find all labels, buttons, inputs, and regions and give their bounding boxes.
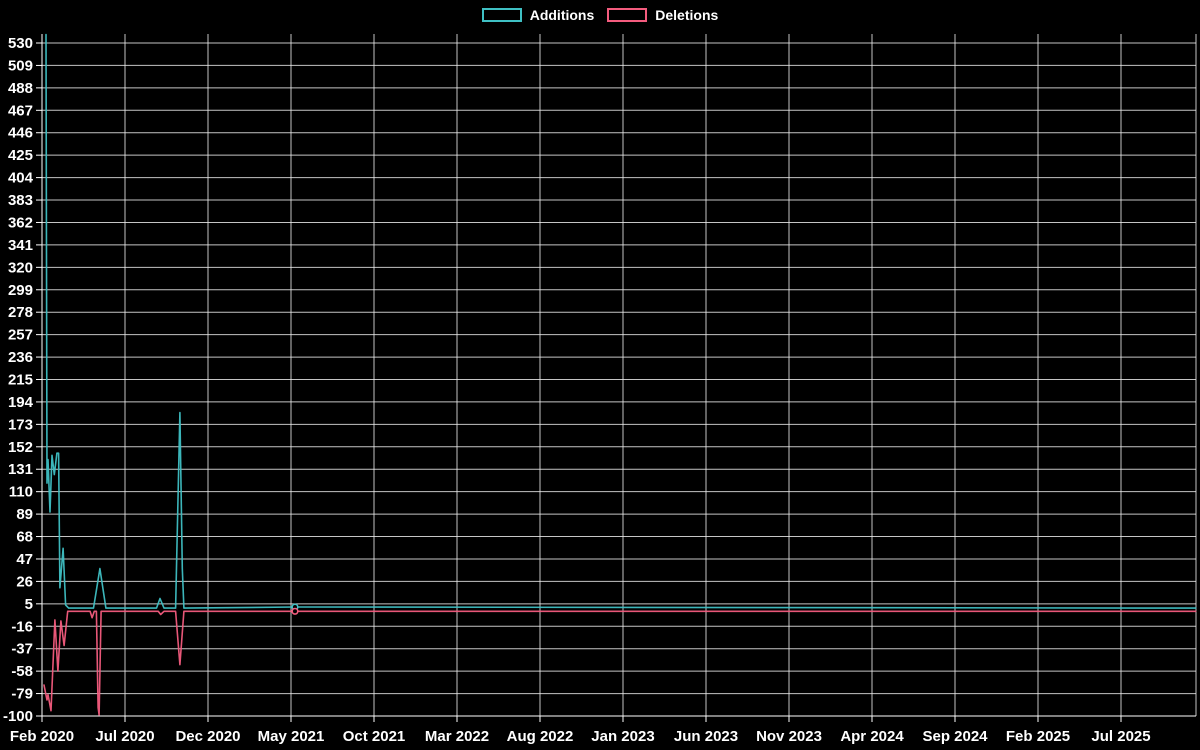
- x-tick-label: Jul 2025: [1091, 728, 1150, 745]
- additions-swatch-icon: [481, 8, 522, 22]
- y-tick-label: 257: [8, 327, 33, 344]
- x-tick-label: Dec 2020: [175, 728, 240, 745]
- y-tick-label: 47: [16, 551, 33, 568]
- y-tick-label: -16: [11, 618, 33, 635]
- y-tick-label: 194: [8, 394, 34, 411]
- y-tick-label: -79: [11, 686, 33, 703]
- y-tick-label: 89: [16, 506, 33, 523]
- x-tick-label: Jan 2023: [591, 728, 654, 745]
- y-tick-label: -100: [3, 708, 33, 725]
- v-gridlines: [41, 34, 1197, 716]
- y-tick-label: 446: [8, 125, 33, 142]
- x-tick-label: Jul 2020: [95, 728, 154, 745]
- y-tick-label: 320: [8, 259, 33, 276]
- x-tick-label: Apr 2024: [840, 728, 904, 745]
- deletions-marker: [291, 607, 299, 615]
- x-tick-label: Jun 2023: [674, 728, 738, 745]
- y-tick-label: 341: [8, 237, 33, 254]
- y-tick-label: 110: [9, 484, 33, 501]
- additions-legend-label: Additions: [529, 7, 595, 23]
- y-tick-label: 299: [8, 282, 33, 299]
- y-tick-label: 467: [8, 102, 33, 119]
- y-tick-label: 509: [8, 57, 33, 74]
- deletions-line: [43, 610, 1197, 716]
- y-tick-label: 131: [8, 461, 33, 478]
- y-tick-label: -37: [11, 641, 33, 658]
- legend: Additions Deletions: [0, 8, 1200, 22]
- x-tick-label: Feb 2025: [1006, 728, 1070, 745]
- y-tick-label: 5: [25, 596, 33, 613]
- x-tick-label: Oct 2021: [343, 728, 406, 745]
- x-tick-label: Mar 2022: [425, 728, 489, 745]
- y-tick-label: 362: [8, 214, 33, 231]
- y-tick-label: 26: [16, 573, 33, 590]
- legend-item-additions[interactable]: Additions: [481, 7, 595, 23]
- y-tick-label: 278: [8, 304, 33, 321]
- y-tick-label: 404: [8, 170, 34, 187]
- x-axis-labels: Feb 2020 Jul 2020 Dec 2020 May 2021 Oct 2021…: [10, 728, 1151, 745]
- x-tick-label: Sep 2024: [922, 728, 988, 745]
- y-axis-labels: 530 509 488 467 446 425 404 383 362 341 320 299 278 2…: [3, 35, 34, 725]
- y-tick-label: 236: [8, 349, 33, 366]
- y-tick-label: 425: [8, 147, 33, 164]
- y-tick-label: 530: [8, 35, 33, 52]
- x-tick-label: Aug 2022: [507, 728, 574, 745]
- tick-marks: [36, 42, 1122, 722]
- y-tick-label: 152: [8, 439, 33, 456]
- deletions-swatch-icon: [607, 8, 648, 22]
- x-tick-label: Nov 2023: [756, 728, 822, 745]
- x-tick-label: May 2021: [258, 728, 325, 745]
- deletions-legend-label: Deletions: [655, 7, 719, 23]
- y-tick-label: 215: [8, 372, 33, 389]
- legend-item-deletions[interactable]: Deletions: [607, 8, 718, 22]
- additions-line: [45, 33, 1197, 609]
- y-tick-label: 488: [8, 80, 33, 97]
- y-tick-label: 173: [8, 416, 33, 433]
- y-tick-label: 68: [16, 529, 33, 546]
- h-gridlines: [42, 42, 1196, 717]
- y-tick-label: 383: [8, 192, 33, 209]
- x-tick-label: Feb 2020: [10, 728, 74, 745]
- y-tick-label: -58: [11, 663, 33, 680]
